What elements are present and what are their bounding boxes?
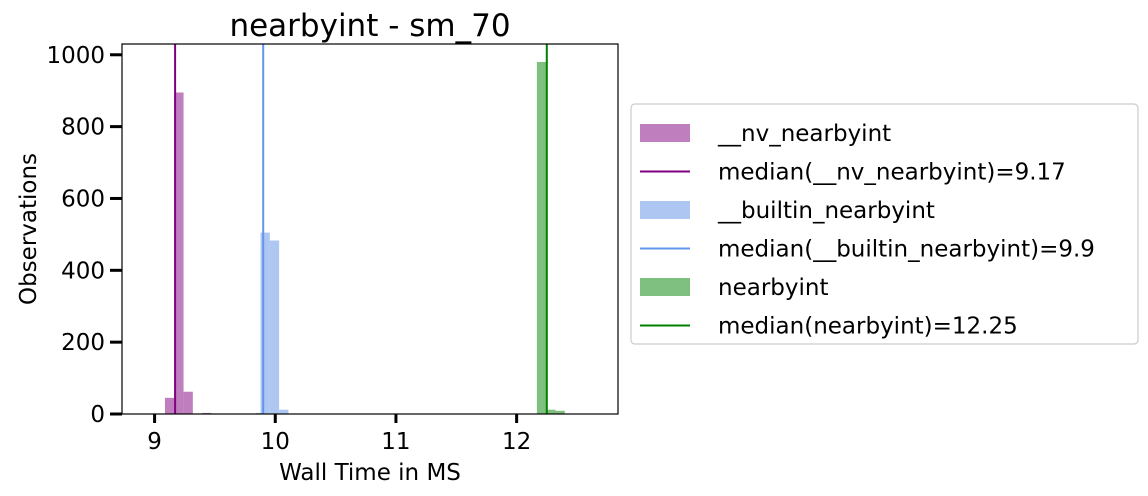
legend-label: __builtin_nearbyint — [717, 198, 935, 224]
legend-median-label: median(__builtin_nearbyint)=9.9 — [718, 237, 1095, 263]
legend-label: nearbyint — [718, 275, 828, 301]
y-tick-label: 400 — [61, 258, 105, 284]
plot-frame — [121, 43, 619, 415]
legend-swatch-nvnearbyint — [640, 124, 690, 142]
x-axis-label: Wall Time in MS — [279, 460, 461, 486]
y-axis: 0 200 400 600 800 1000 — [46, 43, 122, 428]
x-tick-label: 11 — [381, 429, 410, 455]
y-tick-label: 1000 — [46, 43, 105, 69]
x-tick-label: 9 — [147, 429, 162, 455]
chart-title: nearbyint - sm_70 — [229, 8, 510, 44]
legend-median-label: median(nearbyint)=12.25 — [718, 314, 1018, 340]
x-tick-label: 10 — [261, 429, 290, 455]
y-tick-label: 800 — [61, 115, 105, 141]
legend-frame — [630, 103, 1139, 345]
bar-builtinnearbyint-3 — [279, 409, 289, 414]
legend-median-label: median(__nv_nearbyint)=9.17 — [718, 160, 1066, 186]
bar-builtinnearbyint-1 — [260, 232, 270, 414]
legend: __nv_nearbyint median(__nv_nearbyint)=9.1… — [630, 103, 1139, 345]
y-tick-label: 200 — [61, 330, 105, 356]
bar-nvnearbyint-0 — [164, 397, 175, 414]
y-tick-label: 0 — [90, 402, 105, 428]
bar-nearbyint-2 — [555, 410, 565, 414]
median-lines — [174, 44, 548, 414]
x-tick-label: 12 — [502, 429, 531, 455]
legend-swatch-nearbyint — [640, 278, 690, 296]
bar-nearbyint-0 — [536, 61, 547, 414]
bar-nearbyint-1 — [546, 409, 556, 414]
bar-builtinnearbyint-2 — [269, 240, 280, 414]
plot-area — [121, 43, 619, 415]
y-tick-label: 600 — [61, 186, 105, 212]
x-axis: 9 10 11 12 — [147, 414, 531, 455]
legend-label: __nv_nearbyint — [717, 121, 891, 147]
bar-nvnearbyint-1 — [174, 92, 184, 414]
legend-swatch-builtinnearbyint — [640, 201, 690, 219]
histogram-bars — [164, 61, 565, 414]
y-axis-label: Observations — [16, 153, 42, 305]
bar-nvnearbyint-2 — [183, 391, 193, 414]
